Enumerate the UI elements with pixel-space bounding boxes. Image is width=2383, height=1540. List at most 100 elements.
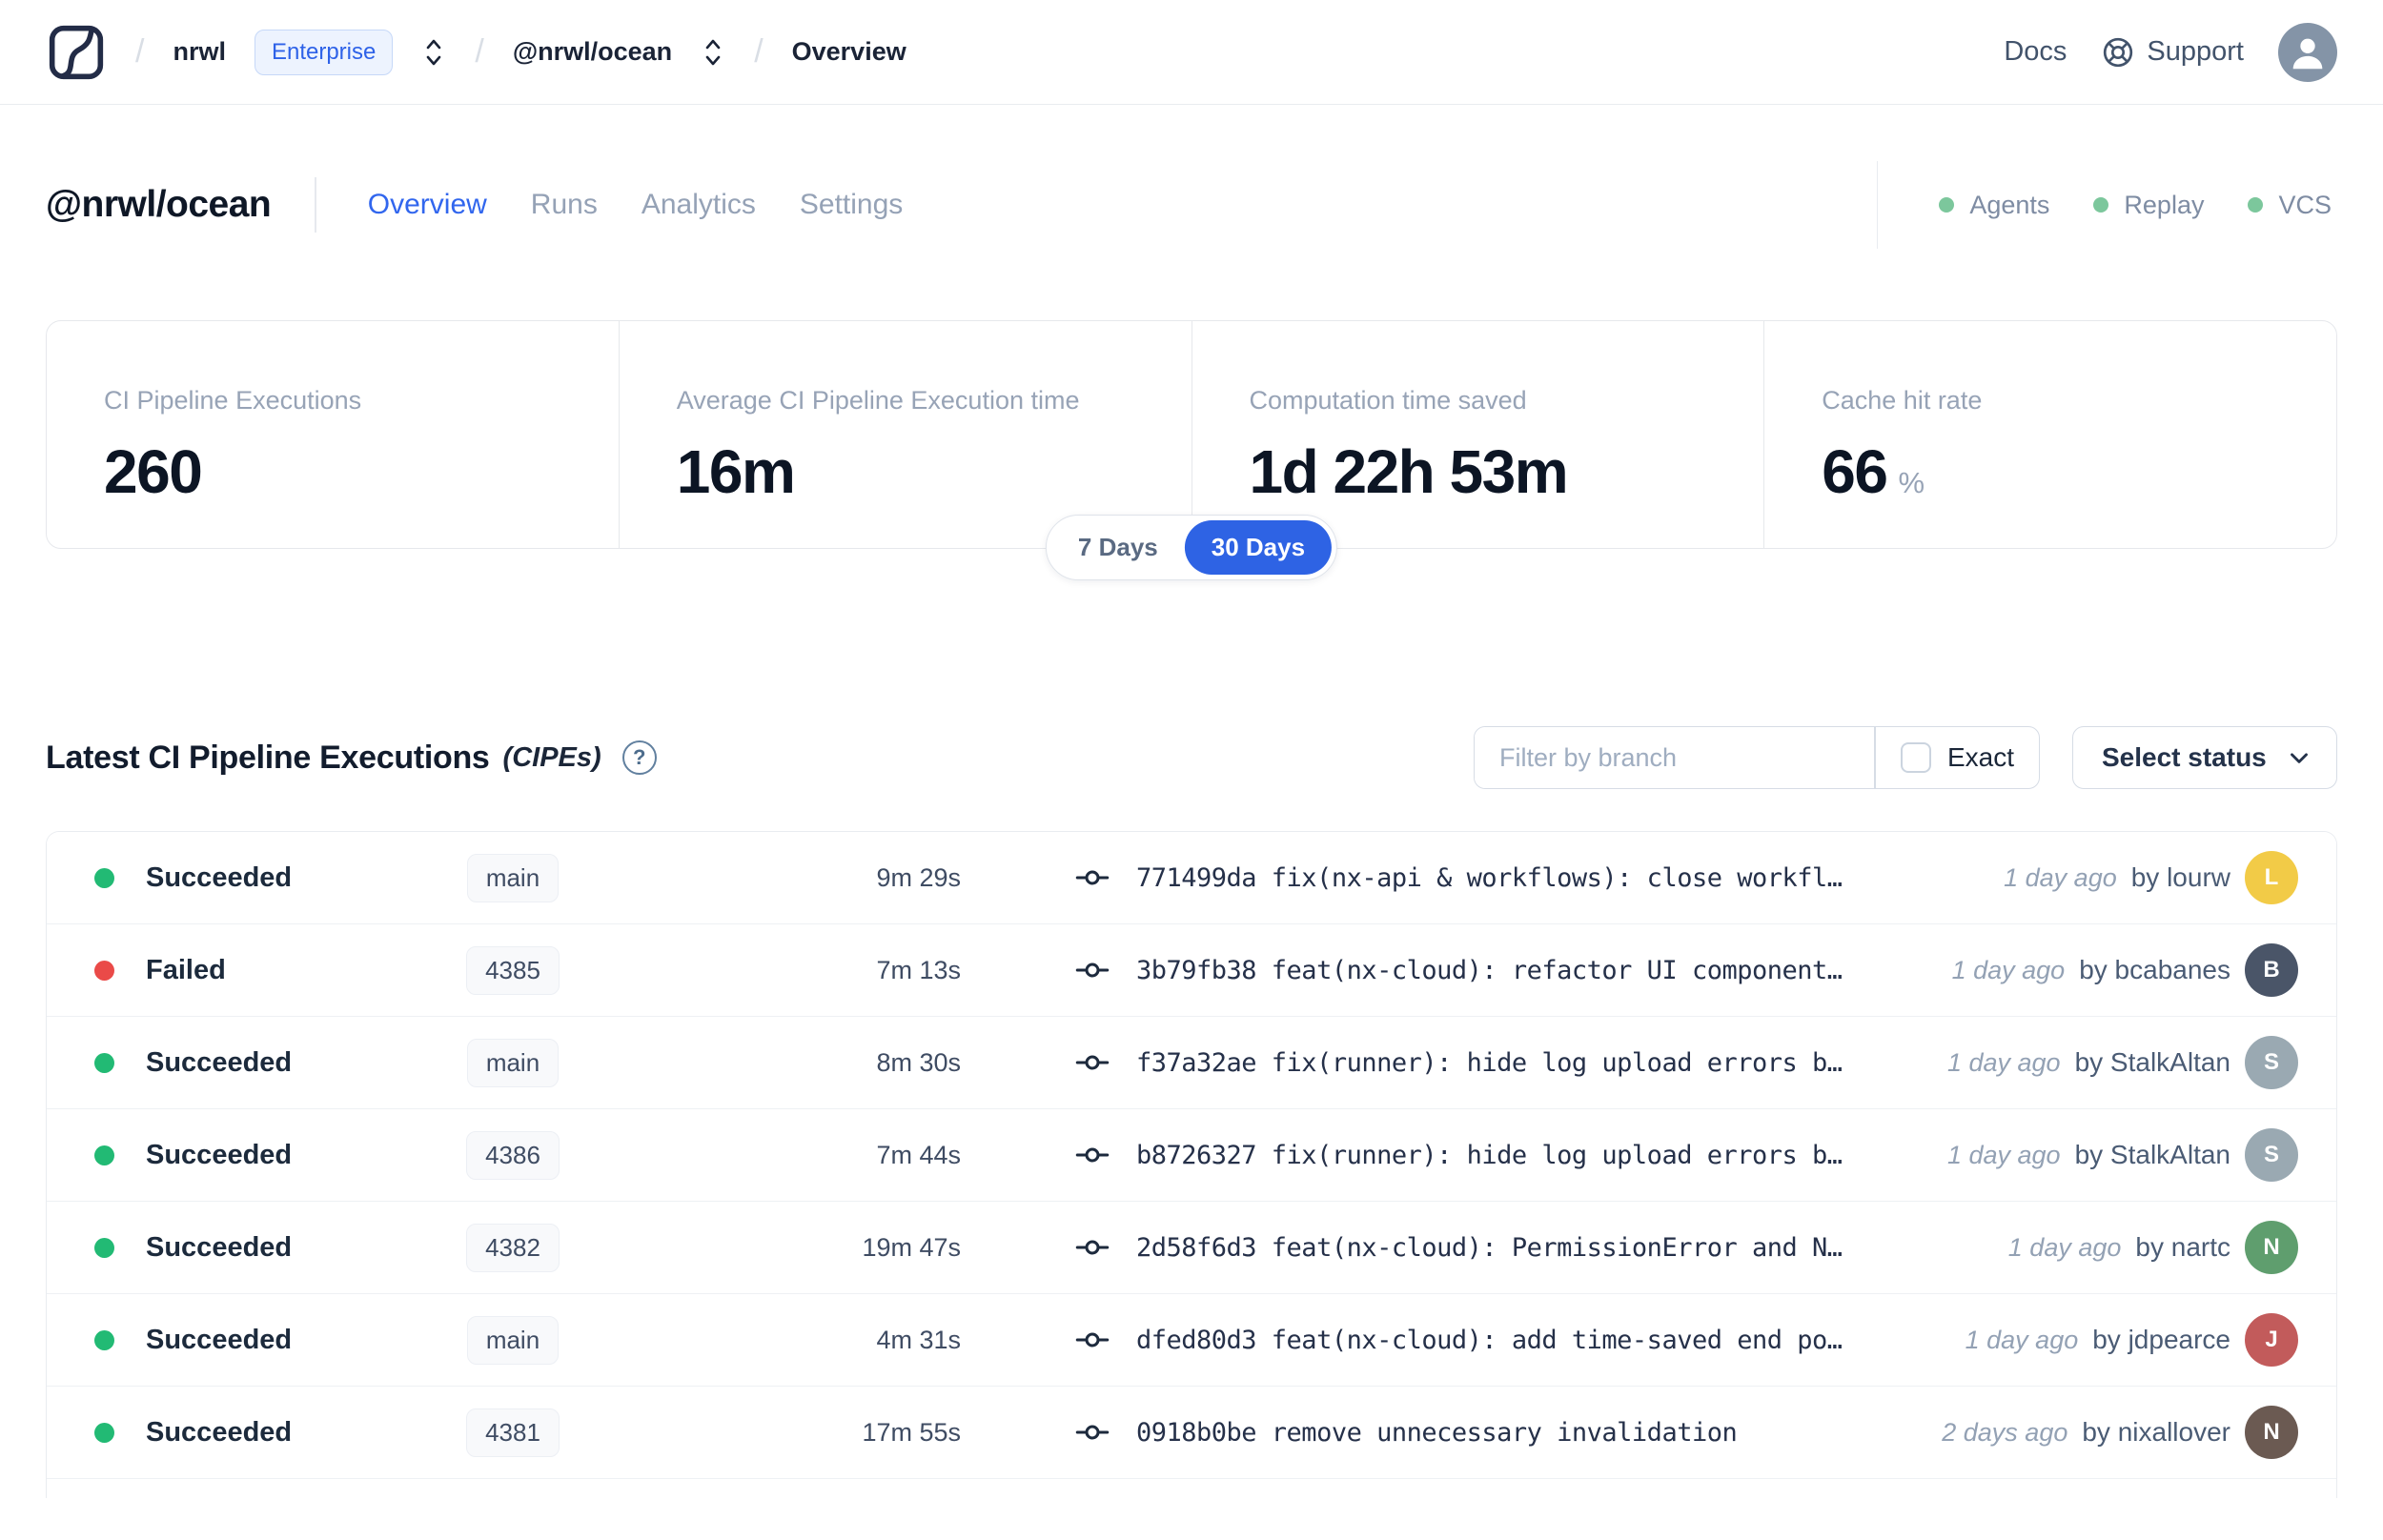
- run-status: Succeeded: [146, 1324, 293, 1355]
- divider: [1876, 161, 1879, 249]
- service-status-group: Agents Replay VCS: [1876, 161, 2337, 249]
- exact-label: Exact: [1946, 742, 2014, 772]
- workspace-header: @nrwl/ocean Overview Runs Analytics Sett…: [0, 105, 2383, 249]
- breadcrumb-page: Overview: [791, 37, 906, 66]
- org-switcher-chevron-icon[interactable]: [421, 33, 446, 71]
- table-row[interactable]: Succeeded main 8m 30s f37a32ae fix(runne…: [47, 1017, 2336, 1109]
- table-row[interactable]: Failed 4385 7m 13s 3b79fb38 feat(nx-clou…: [47, 924, 2336, 1017]
- stat-label: CI Pipeline Executions: [104, 386, 362, 415]
- green-status-dot: [2248, 197, 2264, 213]
- exact-checkbox[interactable]: [1900, 742, 1931, 773]
- author-avatar[interactable]: J: [2245, 1313, 2298, 1367]
- author: by StalkAltan: [2074, 1047, 2230, 1077]
- cipes-section-header: Latest CI Pipeline Executions (CIPEs) ? …: [46, 726, 2337, 789]
- author: by jdpearce: [2092, 1325, 2230, 1354]
- commit-message[interactable]: 2d58f6d3 feat(nx-cloud): PermissionError…: [1136, 1232, 1843, 1263]
- stat-value: 260: [104, 437, 203, 506]
- stat-computation-time-saved: Computation time saved 1d 22h 53m: [1192, 321, 1765, 548]
- stat-cache-hit-rate: Cache hit rate 66 %: [1764, 321, 2336, 548]
- support-label: Support: [2147, 36, 2244, 67]
- time-ago: 1 day ago: [1946, 1140, 2061, 1169]
- exact-match-toggle[interactable]: Exact: [1876, 727, 2039, 788]
- commit-message[interactable]: b8726327 fix(runner): hide log upload er…: [1136, 1140, 1843, 1170]
- table-row[interactable]: Succeeded 4382 19m 47s 2d58f6d3 feat(nx-…: [47, 1202, 2336, 1294]
- cipes-title: Latest CI Pipeline Executions: [46, 739, 490, 776]
- author: by lourw: [2130, 862, 2230, 892]
- life-buoy-icon: [2104, 37, 2133, 67]
- status-dot: [94, 1422, 114, 1443]
- top-navbar: / nrwl Enterprise / @nrwl/ocean / Overvi…: [0, 0, 2383, 105]
- status-filter-dropdown[interactable]: Select status: [2072, 726, 2337, 789]
- time-ago: 1 day ago: [1951, 955, 2066, 984]
- stat-ci-pipeline-executions: CI Pipeline Executions 260: [47, 321, 620, 548]
- run-duration: 17m 55s: [862, 1417, 961, 1447]
- branch-badge[interactable]: main: [466, 1038, 560, 1087]
- git-commit-icon: [1075, 1055, 1110, 1070]
- author: by StalkAltan: [2074, 1140, 2230, 1169]
- author-avatar[interactable]: L: [2245, 851, 2298, 904]
- support-link[interactable]: Support: [2101, 35, 2244, 70]
- status-dot: [94, 960, 114, 981]
- branch-filter-group: Exact: [1474, 726, 2040, 789]
- tab-analytics[interactable]: Analytics: [641, 189, 756, 220]
- docs-link[interactable]: Docs: [2004, 36, 2067, 67]
- breadcrumb-workspace[interactable]: @nrwl/ocean: [512, 37, 673, 66]
- range-30-days[interactable]: 30 Days: [1184, 520, 1333, 575]
- author-avatar[interactable]: S: [2245, 1036, 2298, 1089]
- breadcrumb-org[interactable]: nrwl: [173, 37, 226, 66]
- git-commit-icon: [1075, 962, 1110, 978]
- git-commit-icon: [1075, 1240, 1110, 1255]
- run-duration: 8m 30s: [876, 1047, 961, 1077]
- workspace-title: @nrwl/ocean: [46, 184, 272, 225]
- tab-settings[interactable]: Settings: [799, 189, 904, 220]
- author-avatar[interactable]: B: [2245, 943, 2298, 997]
- commit-message[interactable]: 0918b0be remove unnecessary invalidation: [1136, 1417, 1738, 1448]
- run-status: Succeeded: [146, 1416, 293, 1448]
- breadcrumb-separator: /: [754, 33, 764, 70]
- stat-value: 66: [1822, 437, 1888, 506]
- help-icon[interactable]: ?: [621, 740, 657, 775]
- branch-badge[interactable]: 4382: [466, 1223, 560, 1272]
- branch-filter-input[interactable]: [1475, 727, 1875, 788]
- person-icon: [2292, 38, 2323, 69]
- time-ago: 1 day ago: [1965, 1325, 2079, 1354]
- table-row[interactable]: Succeeded main 4m 31s dfed80d3 feat(nx-c…: [47, 1294, 2336, 1387]
- stat-label: Computation time saved: [1249, 386, 1527, 415]
- table-row[interactable]: Succeeded 4381 17m 55s 0918b0be remove u…: [47, 1387, 2336, 1479]
- table-row[interactable]: Succeeded main 9m 29s 771499da fix(nx-ap…: [47, 832, 2336, 924]
- git-commit-icon: [1075, 870, 1110, 885]
- nx-cloud-logo-icon[interactable]: [46, 22, 107, 83]
- status-agents[interactable]: Agents: [1939, 191, 2049, 220]
- user-avatar[interactable]: [2278, 22, 2337, 82]
- divider: [1874, 727, 1876, 788]
- status-vcs[interactable]: VCS: [2248, 191, 2332, 220]
- author: by nixallover: [2082, 1417, 2230, 1447]
- breadcrumb: / nrwl Enterprise / @nrwl/ocean / Overvi…: [46, 22, 906, 83]
- commit-message[interactable]: 3b79fb38 feat(nx-cloud): refactor UI com…: [1136, 955, 1843, 985]
- cipes-subtitle: (CIPEs): [502, 741, 601, 773]
- time-ago: 2 days ago: [1942, 1417, 2068, 1447]
- commit-message[interactable]: 771499da fix(nx-api & workflows): close …: [1136, 862, 1843, 893]
- stat-average-execution-time: Average CI Pipeline Execution time 16m: [620, 321, 1192, 548]
- branch-badge[interactable]: main: [466, 1315, 560, 1365]
- branch-badge[interactable]: 4381: [466, 1408, 560, 1457]
- workspace-switcher-chevron-icon[interactable]: [701, 33, 725, 71]
- range-7-days[interactable]: 7 Days: [1077, 533, 1158, 561]
- time-ago: 1 day ago: [2004, 862, 2117, 892]
- green-status-dot: [1939, 197, 1955, 213]
- status-replay[interactable]: Replay: [2093, 191, 2204, 220]
- branch-badge[interactable]: 4385: [466, 945, 560, 995]
- branch-badge[interactable]: 4386: [466, 1130, 560, 1180]
- author-avatar[interactable]: N: [2245, 1221, 2298, 1274]
- author-avatar[interactable]: N: [2245, 1406, 2298, 1459]
- tab-runs[interactable]: Runs: [530, 189, 598, 220]
- branch-badge[interactable]: main: [466, 853, 560, 902]
- author-avatar[interactable]: S: [2245, 1128, 2298, 1182]
- status-dot: [94, 1237, 114, 1258]
- commit-message[interactable]: f37a32ae fix(runner): hide log upload er…: [1136, 1047, 1843, 1078]
- tab-overview[interactable]: Overview: [367, 189, 487, 220]
- commit-message[interactable]: dfed80d3 feat(nx-cloud): add time-saved …: [1136, 1325, 1843, 1355]
- stat-label: Average CI Pipeline Execution time: [676, 386, 1080, 415]
- enterprise-badge: Enterprise: [254, 29, 394, 75]
- table-row[interactable]: Succeeded 4386 7m 44s b8726327 fix(runne…: [47, 1109, 2336, 1202]
